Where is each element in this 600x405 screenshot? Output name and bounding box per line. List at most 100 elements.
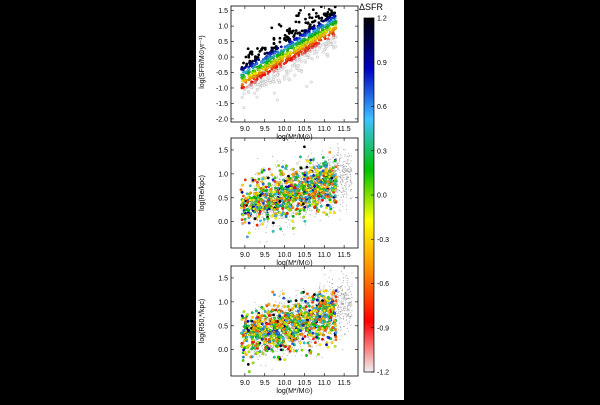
background-point bbox=[339, 159, 341, 161]
background-point bbox=[293, 233, 295, 235]
data-point bbox=[310, 181, 313, 185]
background-point bbox=[296, 211, 298, 213]
background-point bbox=[277, 348, 279, 350]
background-point bbox=[341, 179, 343, 181]
background-point bbox=[339, 317, 342, 319]
background-point bbox=[350, 304, 352, 306]
data-point bbox=[260, 60, 263, 64]
data-point bbox=[270, 26, 274, 30]
background-point bbox=[343, 313, 345, 315]
data-point bbox=[317, 208, 321, 212]
background-point bbox=[292, 310, 294, 312]
data-point bbox=[270, 49, 274, 53]
data-point bbox=[242, 201, 246, 205]
points-group bbox=[240, 6, 338, 110]
background-point bbox=[345, 173, 347, 176]
background-point bbox=[341, 285, 343, 287]
background-point bbox=[330, 333, 332, 335]
data-point bbox=[312, 20, 316, 24]
data-point bbox=[305, 84, 309, 88]
background-point bbox=[329, 164, 331, 167]
background-point bbox=[280, 226, 282, 228]
data-point bbox=[275, 192, 279, 196]
background-point bbox=[312, 317, 315, 319]
background-point bbox=[343, 188, 345, 190]
data-point bbox=[323, 29, 327, 33]
background-point bbox=[341, 293, 343, 295]
background-point bbox=[345, 292, 347, 294]
background-point bbox=[337, 328, 340, 331]
data-point bbox=[270, 341, 274, 345]
data-point bbox=[321, 169, 325, 173]
background-point bbox=[286, 299, 288, 301]
background-point bbox=[309, 179, 311, 181]
background-point bbox=[255, 307, 257, 309]
x-axis-label: log(M*/M⊙) bbox=[276, 134, 312, 141]
data-point bbox=[255, 180, 259, 184]
background-point bbox=[342, 166, 344, 168]
background-point bbox=[329, 161, 331, 163]
background-point bbox=[339, 158, 341, 160]
background-point bbox=[314, 292, 317, 294]
background-point bbox=[261, 317, 263, 319]
data-point bbox=[301, 188, 305, 191]
background-point bbox=[263, 220, 265, 222]
background-point bbox=[272, 210, 274, 212]
background-point bbox=[342, 310, 344, 312]
background-point bbox=[304, 158, 307, 160]
background-point bbox=[343, 168, 345, 170]
data-point bbox=[302, 215, 306, 219]
data-point bbox=[272, 75, 276, 79]
background-point bbox=[284, 178, 286, 180]
data-point bbox=[315, 49, 319, 53]
data-point bbox=[272, 73, 276, 77]
background-point bbox=[350, 176, 352, 178]
data-point bbox=[297, 69, 301, 72]
background-point bbox=[331, 295, 333, 297]
background-point bbox=[319, 289, 321, 291]
background-point bbox=[287, 299, 289, 301]
data-point bbox=[242, 310, 246, 314]
background-point bbox=[324, 295, 326, 297]
background-point bbox=[263, 222, 265, 224]
data-point bbox=[292, 186, 296, 190]
background-point bbox=[342, 273, 344, 275]
background-point bbox=[324, 319, 326, 321]
background-point bbox=[270, 171, 272, 173]
data-point bbox=[258, 206, 262, 209]
background-point bbox=[337, 176, 339, 178]
data-point bbox=[260, 208, 264, 212]
background-point bbox=[272, 184, 274, 186]
background-point bbox=[252, 188, 254, 190]
data-point bbox=[291, 29, 295, 33]
background-point bbox=[340, 301, 342, 303]
data-point bbox=[270, 214, 274, 218]
data-point bbox=[318, 32, 322, 36]
data-point bbox=[287, 31, 291, 35]
background-point bbox=[336, 289, 339, 291]
background-point bbox=[272, 187, 274, 189]
data-point bbox=[248, 206, 252, 210]
background-point bbox=[293, 348, 295, 350]
background-point bbox=[311, 209, 313, 212]
data-point bbox=[312, 196, 316, 200]
data-point bbox=[257, 172, 261, 176]
data-point bbox=[279, 185, 283, 189]
background-point bbox=[329, 296, 331, 298]
background-point bbox=[310, 214, 312, 216]
data-point bbox=[304, 196, 308, 199]
data-point bbox=[250, 80, 254, 84]
data-point bbox=[303, 30, 307, 34]
background-point bbox=[339, 318, 341, 320]
data-point bbox=[252, 207, 256, 211]
data-point bbox=[282, 197, 286, 200]
background-point bbox=[320, 203, 322, 205]
data-point bbox=[324, 169, 328, 173]
background-point bbox=[319, 220, 321, 222]
background-point bbox=[337, 152, 339, 154]
data-point bbox=[309, 38, 313, 42]
data-point bbox=[308, 161, 312, 165]
data-point bbox=[245, 62, 249, 66]
background-point bbox=[341, 297, 343, 299]
data-point bbox=[279, 64, 283, 68]
